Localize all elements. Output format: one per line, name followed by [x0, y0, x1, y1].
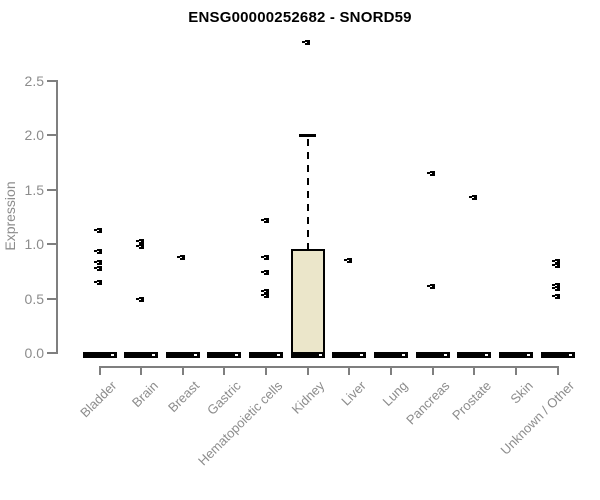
outlier-point [94, 249, 103, 255]
x-tick [431, 366, 434, 375]
outlier-point [260, 270, 269, 276]
x-tick [306, 366, 309, 375]
x-tick [514, 366, 517, 375]
y-tick [47, 243, 57, 246]
x-tick [348, 366, 351, 375]
category-label: Lung [379, 378, 411, 410]
outlier-point [260, 217, 269, 223]
outlier-point [135, 297, 144, 303]
outlier-point [552, 283, 561, 289]
y-tick-label: 2.0 [24, 127, 44, 144]
zero-bar [498, 352, 533, 358]
outlier-point [552, 294, 561, 300]
zero-bar [165, 352, 200, 358]
outlier-point [552, 259, 561, 265]
x-tick [390, 366, 392, 375]
whisker-line [306, 139, 309, 249]
zero-bar [290, 352, 325, 358]
x-tick [556, 366, 559, 375]
outlier-point [468, 194, 477, 200]
zero-bar [249, 352, 284, 358]
boxplot-box [290, 248, 325, 356]
y-tick [47, 297, 57, 300]
category-label: Gastric [204, 378, 245, 418]
category-label: Bladder [76, 378, 120, 421]
x-tick [473, 366, 476, 375]
x-axis-line [99, 366, 559, 368]
outlier-point [552, 262, 561, 268]
chart-title: ENSG00000252682 - SNORD59 [188, 9, 412, 26]
zero-bar [332, 352, 367, 358]
outlier-point [94, 265, 103, 271]
category-label: Unknown / Other [497, 378, 578, 458]
zero-bar [207, 352, 242, 358]
outlier-point [552, 286, 561, 292]
category-label: Pancreas [402, 378, 453, 428]
outlier-point [302, 40, 311, 46]
y-tick-label: 1.0 [24, 236, 44, 253]
category-label: Liver [338, 378, 369, 409]
y-tick [47, 188, 57, 191]
zero-bar [415, 352, 450, 358]
category-label: Skin [507, 378, 536, 407]
x-tick [98, 366, 101, 375]
y-tick-label: 0.5 [24, 290, 44, 307]
category-label: Prostate [449, 378, 494, 423]
zero-bar [374, 352, 408, 358]
outlier-point [343, 258, 352, 264]
category-label: Breast [165, 378, 203, 416]
y-tick [47, 134, 57, 137]
x-tick [265, 366, 268, 375]
outlier-point [135, 243, 144, 249]
outlier-point [135, 238, 144, 244]
y-tick [47, 79, 57, 82]
y-tick-label: 2.5 [24, 72, 44, 89]
zero-bar [82, 352, 117, 358]
category-label: Kidney [288, 378, 328, 417]
zero-bar [457, 352, 492, 358]
x-tick [223, 366, 226, 375]
outlier-point [94, 279, 103, 285]
y-axis-line [56, 80, 58, 354]
x-tick [140, 366, 143, 375]
category-label: Brain [128, 378, 161, 411]
outlier-point [260, 254, 269, 260]
outlier-point [177, 254, 186, 260]
zero-bar [124, 352, 159, 358]
whisker-cap [299, 133, 317, 137]
y-tick-label: 0.0 [24, 345, 44, 362]
zero-bar [540, 352, 575, 358]
outlier-point [260, 293, 269, 299]
outlier-point [94, 260, 103, 266]
y-tick-label: 1.5 [24, 181, 44, 198]
y-tick [47, 352, 57, 355]
outlier-point [94, 227, 103, 233]
x-tick [181, 366, 184, 375]
outlier-point [427, 284, 436, 290]
outlier-point [427, 170, 436, 176]
outlier-point [260, 288, 269, 294]
